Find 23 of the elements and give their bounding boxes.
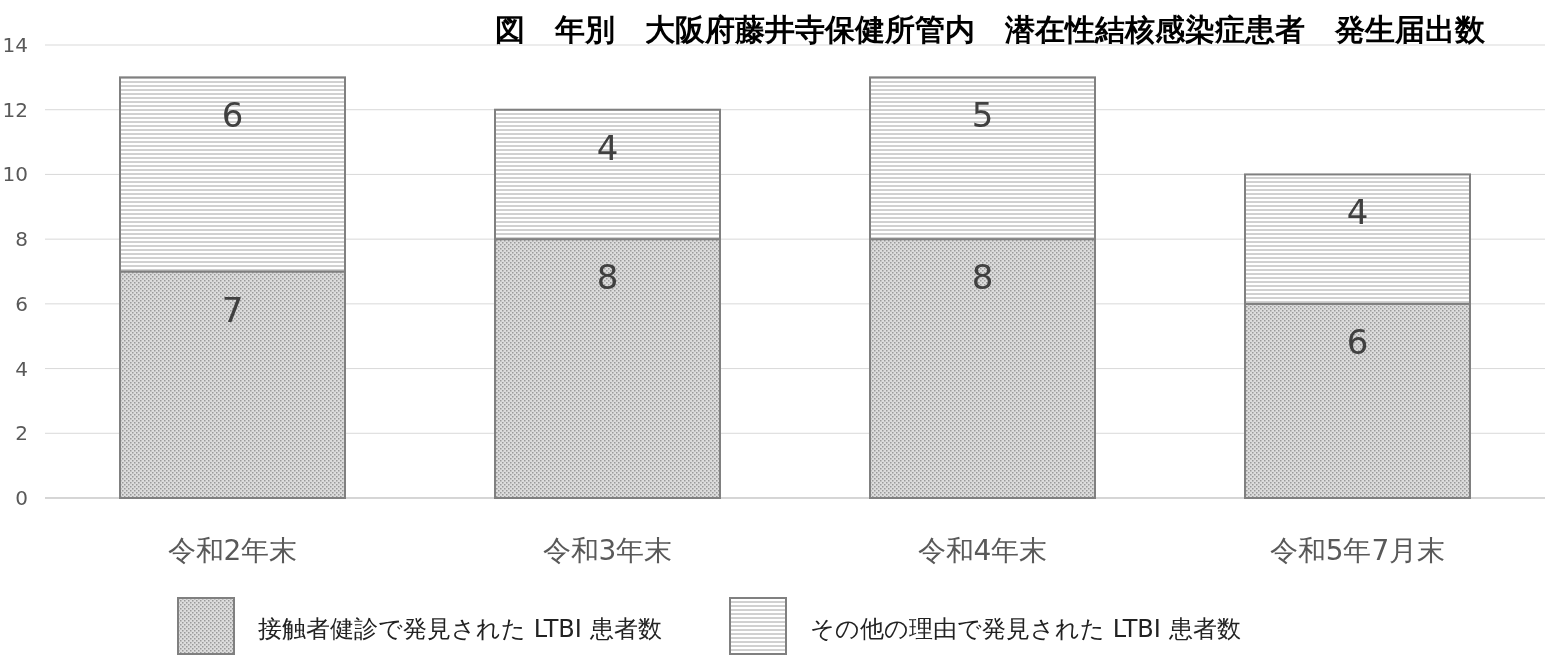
data-label: 5 xyxy=(971,95,994,136)
legend-label: 接触者健診で発見された LTBI 患者数 xyxy=(258,615,662,643)
y-tick-label: 2 xyxy=(15,421,28,446)
data-label: 8 xyxy=(596,257,619,298)
x-tick-label: 令和5年7月末 xyxy=(1269,534,1446,567)
data-label: 7 xyxy=(221,289,244,330)
data-label: 4 xyxy=(596,127,619,168)
x-tick-label: 令和2年末 xyxy=(167,534,298,567)
y-tick-label: 14 xyxy=(2,33,28,57)
data-label: 8 xyxy=(971,257,994,298)
y-tick-label: 0 xyxy=(15,486,28,510)
data-label: 6 xyxy=(221,95,244,136)
x-tick-label: 令和3年末 xyxy=(542,534,673,567)
y-tick-label: 8 xyxy=(15,227,28,252)
y-tick-label: 6 xyxy=(15,291,28,316)
data-label: 4 xyxy=(1346,192,1369,233)
data-label: 6 xyxy=(1346,321,1369,362)
legend-label: その他の理由で発見された LTBI 患者数 xyxy=(810,615,1241,643)
y-tick-label: 4 xyxy=(15,356,28,381)
y-tick-label: 10 xyxy=(2,162,28,187)
x-tick-label: 令和4年末 xyxy=(917,534,1048,567)
chart-title: 図 年別 大阪府藤井寺保健所管内 潜在性結核感染症患者 発生届出数 xyxy=(495,12,1486,47)
y-tick-label: 12 xyxy=(2,97,28,122)
